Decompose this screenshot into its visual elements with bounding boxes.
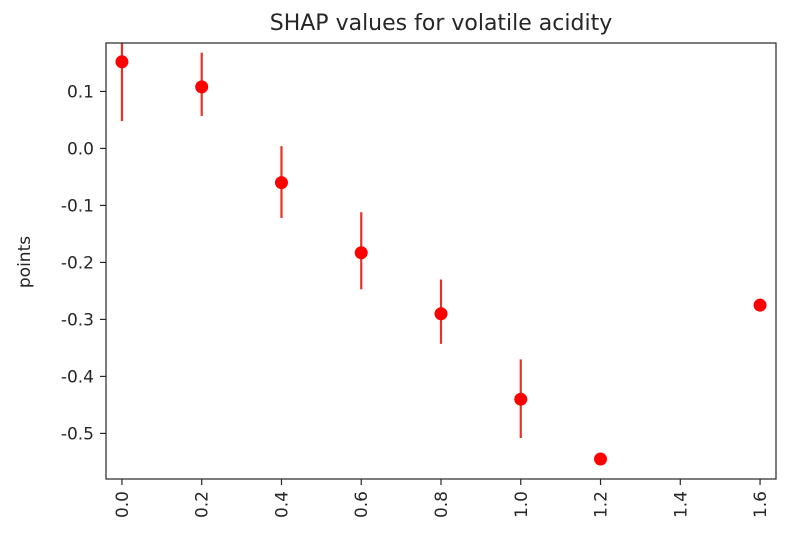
chart-title: SHAP values for volatile acidity <box>270 11 612 36</box>
y-tick-label: 0.0 <box>67 139 94 159</box>
y-tick-label: -0.1 <box>61 196 94 216</box>
x-tick-label: 0.4 <box>272 491 292 518</box>
x-tick-label: 1.0 <box>512 491 532 518</box>
data-point <box>753 298 767 312</box>
x-tick-label: 0.8 <box>432 491 452 518</box>
y-tick-label: -0.2 <box>61 253 94 273</box>
data-point <box>594 452 608 466</box>
y-tick-label: -0.3 <box>61 310 94 330</box>
data-point <box>434 307 448 321</box>
x-tick-label: 0.6 <box>352 491 372 518</box>
data-point <box>195 80 209 94</box>
y-tick-label: 0.1 <box>67 82 94 102</box>
x-tick-label: 1.6 <box>751 491 771 518</box>
x-tick-label: 0.0 <box>113 491 133 518</box>
data-point <box>274 176 288 190</box>
axis-ticks: 0.0 0.2 0.4 0.6 0.8 1.0 1.2 1.4 1.6 0.1 0.0 -0.1 -0.… <box>61 82 771 518</box>
x-tick-label: 1.2 <box>592 491 612 518</box>
y-axis-label: points <box>15 236 35 288</box>
x-tick-label: 0.2 <box>193 491 213 518</box>
plot-frame <box>105 42 777 480</box>
x-tick-label: 1.4 <box>671 491 691 518</box>
y-tick-label: -0.5 <box>61 424 94 444</box>
data-point <box>115 55 129 69</box>
y-tick-label: -0.4 <box>61 367 94 387</box>
data-point <box>514 392 528 406</box>
data-point <box>354 246 368 260</box>
plot-area <box>115 43 767 466</box>
